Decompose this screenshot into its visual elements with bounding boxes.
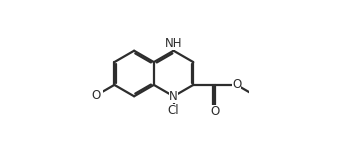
Text: O: O — [91, 89, 100, 102]
Text: NH: NH — [165, 37, 182, 50]
Text: O: O — [232, 78, 241, 91]
Text: N: N — [169, 90, 178, 103]
Text: Cl: Cl — [168, 104, 180, 117]
Text: O: O — [210, 105, 220, 118]
